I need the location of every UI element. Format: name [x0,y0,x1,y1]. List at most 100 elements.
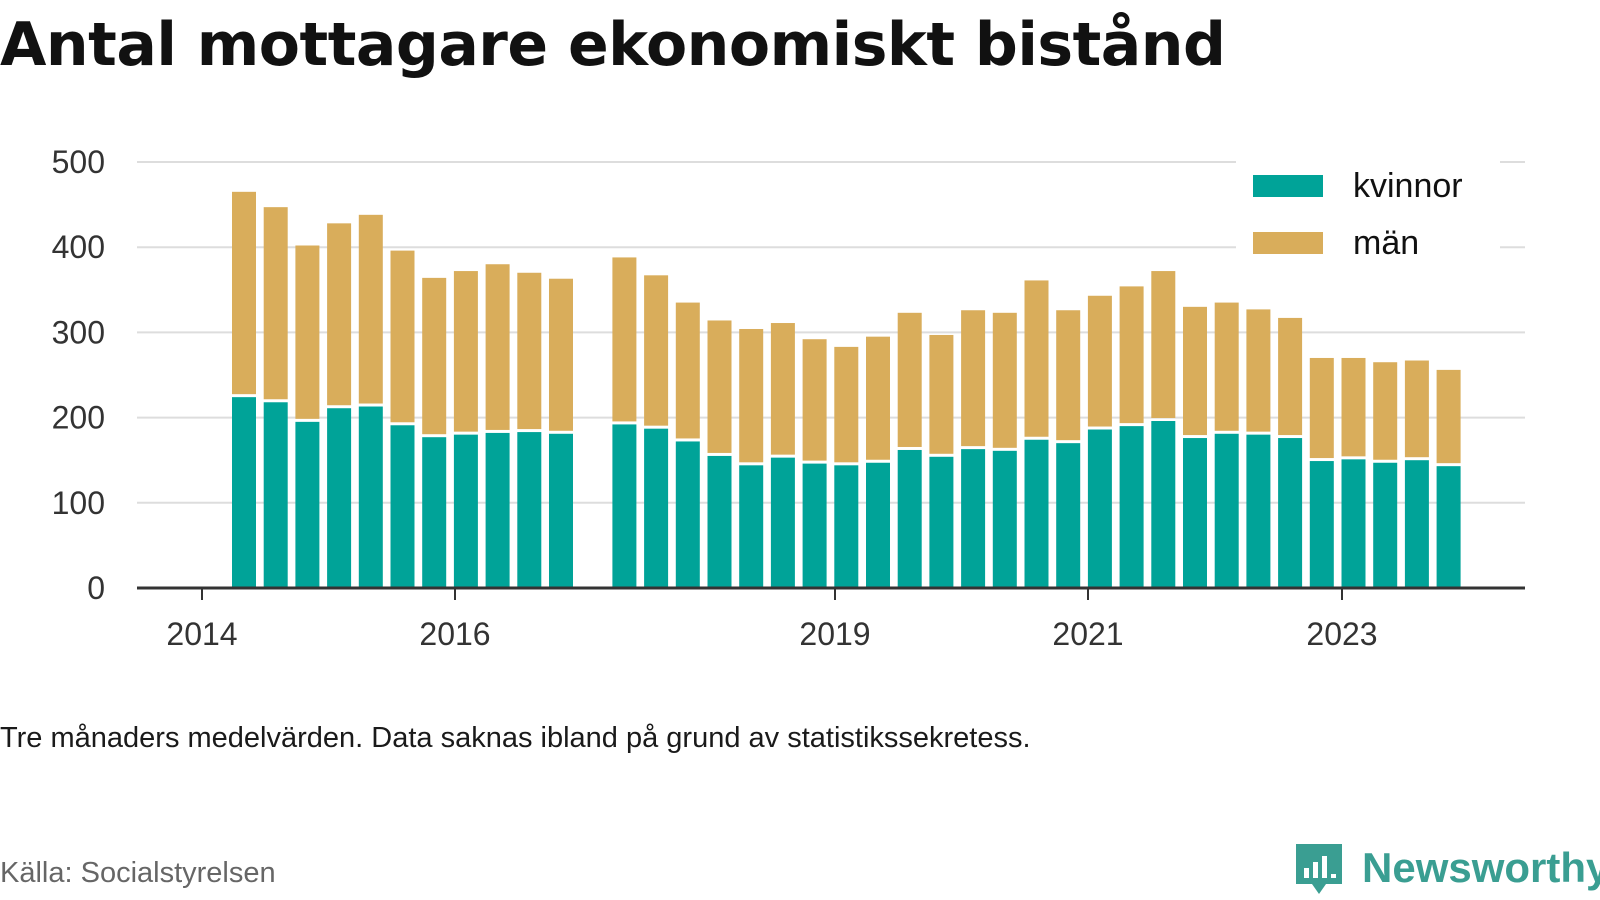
bar-man [644,275,669,426]
bar-kvinnor [1341,459,1366,588]
bar-man [295,245,320,419]
bar-kvinnor [770,457,795,588]
bar-kvinnor [929,456,954,588]
bar-kvinnor [422,437,447,588]
bar-kvinnor [1151,421,1176,588]
bar-man [549,278,573,431]
bar-kvinnor [1119,426,1144,588]
bar-kvinnor [675,441,700,588]
bar-kvinnor [1246,434,1271,588]
bar-kvinnor [1404,460,1429,588]
bar-man [612,257,637,422]
bar-kvinnor [897,449,922,588]
bar-kvinnor [1087,429,1112,588]
bar-man [992,312,1017,448]
bar-kvinnor [1436,466,1461,588]
bar-chart-speech-bubble-icon [1296,844,1342,894]
bar-kvinnor [707,455,732,588]
bar-kvinnor [612,424,637,588]
y-tick-label: 200 [52,400,105,436]
bar-man [517,272,542,430]
bar-man [1024,280,1049,437]
legend-label: kvinnor [1353,167,1463,205]
y-tick-label: 0 [87,570,105,606]
x-tick-label: 2014 [166,616,237,652]
legend-label: män [1353,224,1419,262]
legend-swatch [1253,175,1323,197]
bar-man [929,334,954,454]
bar-man [707,320,732,453]
bar-kvinnor [739,465,764,588]
bar-man [1309,357,1334,459]
bar-man [1183,306,1207,436]
bar-man [961,310,986,447]
bar-kvinnor [1024,439,1049,588]
bar-kvinnor [517,432,542,588]
bar-man [897,312,922,447]
bar-kvinnor [327,408,352,588]
bar-man [802,339,827,461]
bars [232,191,1461,588]
y-axis: 0 100 200 300 400 500 [52,144,105,606]
chart-note: Tre månaders medelvärden. Data saknas ib… [0,722,1031,754]
legend-swatch [1253,232,1323,254]
newsworthy-logo[interactable]: Newsworthy [1292,842,1600,898]
bar-man [263,207,288,400]
bar-man [390,250,415,423]
x-tick-label: 2021 [1052,616,1123,652]
bar-kvinnor [295,421,320,588]
bar-man [232,191,256,395]
bar-man [1373,362,1398,460]
bar-man [485,264,510,430]
bar-kvinnor [232,397,256,588]
bar-kvinnor [1214,433,1239,588]
bar-man [1278,317,1303,436]
bar-man [1436,369,1461,464]
bar-man [1056,310,1081,441]
x-tick-label: 2019 [799,616,870,652]
bar-kvinnor [549,433,573,588]
bar-kvinnor [263,402,288,588]
source-text: Källa: Socialstyrelsen [0,857,276,889]
y-tick-label: 500 [52,144,105,180]
bar-kvinnor [1309,461,1334,588]
bar-kvinnor [1183,438,1207,588]
bar-man [739,328,764,463]
bar-kvinnor [834,465,859,588]
y-tick-label: 300 [52,314,105,350]
bar-man [327,223,352,406]
bar-kvinnor [453,434,478,588]
bar-man [866,336,890,460]
bar-man [453,271,478,432]
bar-kvinnor [866,462,890,588]
bar-kvinnor [1373,462,1398,588]
x-tick-label: 2023 [1306,616,1377,652]
bar-man [675,302,700,439]
bar-man [1341,357,1366,457]
x-tick-label: 2016 [419,616,490,652]
x-axis: 2014 2016 2019 2021 2023 [137,586,1525,652]
bar-man [1151,271,1176,419]
bar-kvinnor [961,449,986,588]
bar-man [1214,302,1239,431]
bar-man [834,346,859,463]
bar-kvinnor [1056,443,1081,588]
brand-name: Newsworthy [1362,844,1600,891]
bar-man [1119,286,1144,424]
y-tick-label: 400 [52,229,105,265]
stacked-bar-chart: 0 100 200 300 400 500 2014 2016 2019 2021 2023 kv… [52,144,1525,652]
chart-title: Antal mottagare ekonomiskt bistånd [0,10,1226,80]
bar-kvinnor [992,450,1017,588]
bar-kvinnor [802,463,827,588]
legend: kvinnor män [1236,160,1500,270]
bar-man [1246,309,1271,432]
bar-man [1087,295,1112,427]
bar-kvinnor [485,432,510,588]
bar-man [358,214,383,404]
bar-kvinnor [358,406,383,588]
bar-man [1404,360,1429,458]
y-tick-label: 100 [52,485,105,521]
bar-man [770,323,795,455]
bar-kvinnor [644,428,669,588]
bar-man [422,277,447,435]
